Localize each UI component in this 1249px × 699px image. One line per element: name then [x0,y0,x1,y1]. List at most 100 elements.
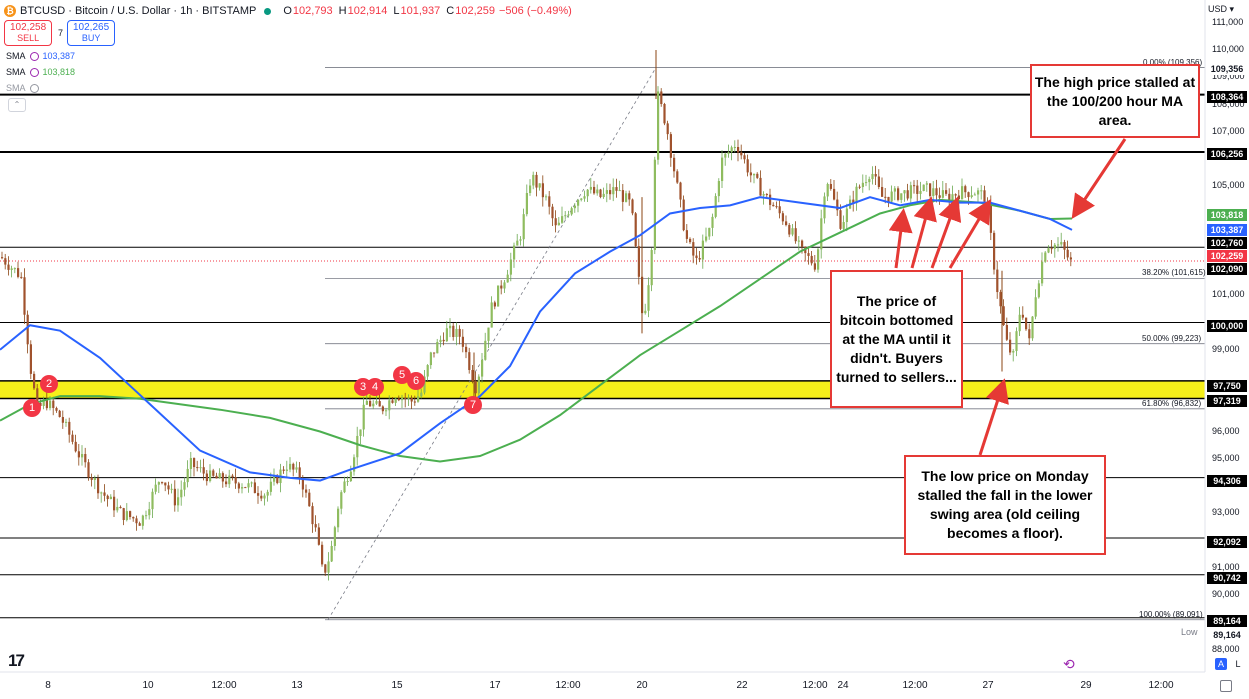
candle[interactable] [874,174,877,177]
candle[interactable] [618,190,621,192]
candle[interactable] [765,194,768,196]
candle[interactable] [615,187,618,191]
candle[interactable] [753,173,756,176]
candle[interactable] [1028,329,1031,339]
candle[interactable] [442,339,445,342]
candle[interactable] [586,189,589,197]
candle[interactable] [356,435,359,458]
sma-indicator-1[interactable]: SMA 103,387 [6,51,76,61]
candle[interactable] [737,147,740,153]
price-tag[interactable]: 103,818 [1207,209,1247,221]
price-tag[interactable]: 102,090 [1207,263,1247,275]
candle[interactable] [381,406,384,412]
candle[interactable] [36,388,39,403]
candle[interactable] [1025,317,1028,330]
eye-icon[interactable] [29,51,39,61]
candle[interactable] [519,239,522,241]
candle[interactable] [964,186,967,193]
candle[interactable] [87,462,90,478]
candle[interactable] [305,489,308,493]
candle[interactable] [321,544,324,565]
candle[interactable] [612,187,615,195]
candle[interactable] [1053,244,1056,249]
candle[interactable] [551,206,554,219]
candle[interactable] [212,470,215,476]
candle[interactable] [733,147,736,149]
candle[interactable] [503,282,506,289]
candle[interactable] [1057,244,1060,246]
candle[interactable] [954,194,957,196]
price-tag[interactable]: 108,364 [1207,91,1247,103]
candle[interactable] [244,487,247,489]
candle[interactable] [391,400,394,403]
candle[interactable] [148,509,151,516]
candle[interactable] [193,458,196,468]
candle[interactable] [740,152,743,156]
price-tag[interactable]: 90,742 [1207,572,1247,584]
candle[interactable] [343,481,346,493]
candle[interactable] [55,407,58,411]
candle[interactable] [941,190,944,198]
candle[interactable] [346,481,349,483]
candle[interactable] [813,263,816,270]
candle[interactable] [807,253,810,256]
candle[interactable] [330,545,333,562]
candle[interactable] [545,196,548,198]
candle[interactable] [1015,331,1018,352]
sma-indicator-3[interactable]: SMA [6,83,43,93]
candle[interactable] [285,469,288,471]
candle[interactable] [772,204,775,207]
candle[interactable] [1021,314,1024,318]
candle[interactable] [33,373,36,389]
candle[interactable] [666,123,669,135]
auto-scale-button[interactable]: A [1215,658,1227,670]
candle[interactable] [423,376,426,393]
candle[interactable] [90,477,93,480]
candle[interactable] [903,190,906,194]
candle[interactable] [365,401,368,405]
candle[interactable] [61,417,64,423]
candle[interactable] [77,451,80,458]
candle[interactable] [359,429,362,436]
candle[interactable] [337,508,340,528]
candle[interactable] [743,155,746,160]
candle[interactable] [820,218,823,250]
candle[interactable] [372,403,375,407]
candle[interactable] [100,492,103,494]
candle[interactable] [893,188,896,192]
candle[interactable] [1009,339,1012,353]
candle[interactable] [1031,316,1034,339]
candle[interactable] [746,159,749,173]
price-tag[interactable]: 109,356 [1207,63,1247,75]
candle[interactable] [173,488,176,506]
price-tag[interactable]: 102,760 [1207,237,1247,249]
candle[interactable] [1018,314,1021,332]
candle[interactable] [74,441,77,452]
candle[interactable] [823,196,826,219]
candle[interactable] [522,214,525,240]
candle[interactable] [426,365,429,377]
candle[interactable] [225,481,228,485]
candle[interactable] [1063,242,1066,250]
candle[interactable] [561,216,564,223]
price-tag[interactable]: 103,387 [1207,224,1247,236]
candle[interactable] [625,193,628,202]
candle[interactable] [349,471,352,482]
candle[interactable] [842,222,845,229]
candle[interactable] [535,174,538,188]
candle[interactable] [1041,261,1044,284]
candle[interactable] [157,482,160,485]
currency-selector[interactable]: USD ▾ [1208,4,1235,14]
candle[interactable] [858,186,861,188]
candle[interactable] [871,174,874,180]
candle[interactable] [708,227,711,237]
candle[interactable] [877,176,880,187]
candle[interactable] [932,188,935,196]
candle[interactable] [93,478,96,480]
candle[interactable] [417,396,420,402]
candle[interactable] [205,473,208,482]
candle[interactable] [292,463,295,470]
candle[interactable] [580,198,583,200]
candle[interactable] [10,268,13,270]
candle[interactable] [199,467,202,469]
